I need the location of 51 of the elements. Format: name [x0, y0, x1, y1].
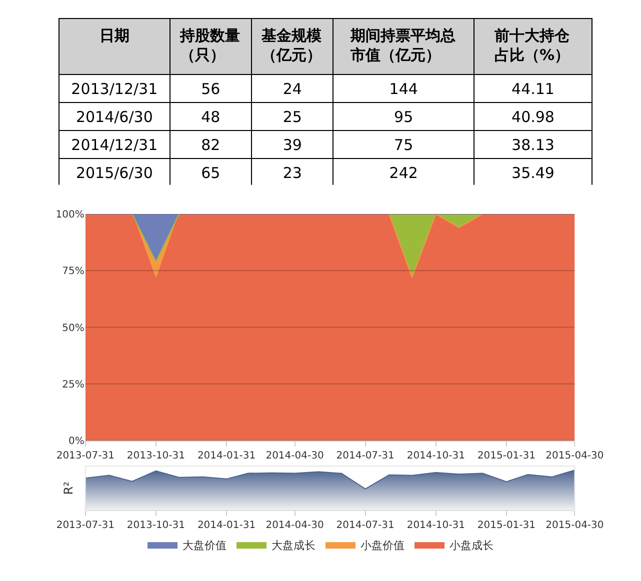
- x-tick-label: 2014-04-30: [266, 450, 324, 462]
- data-label: 56: [201, 80, 220, 98]
- legend-label: 大盘价值: [182, 538, 226, 552]
- x-tick-label: 2013-07-31: [56, 520, 114, 532]
- data-label: 23: [282, 164, 302, 182]
- data-label: 44.11: [512, 80, 554, 98]
- data-label: 25: [282, 108, 302, 126]
- x-tick-label: 2015-01-31: [477, 520, 536, 532]
- x-tick-label: 2015-04-30: [546, 450, 604, 462]
- data-label: 48: [201, 108, 220, 126]
- legend-label: 小盘成长: [450, 538, 494, 552]
- x-tick-label: 持股数量（只）: [179, 26, 240, 64]
- y-tick-label: 2013/12/31: [71, 80, 158, 98]
- data-label: 24: [282, 80, 302, 98]
- data-label: 40.98: [512, 108, 554, 126]
- x-tick-label: 2015-01-31: [477, 450, 536, 462]
- data-label: 39: [282, 136, 302, 154]
- data-label: 65: [201, 164, 220, 182]
- x-tick-label: 2014-07-31: [336, 450, 394, 462]
- x-tick-label: 2013-10-31: [126, 520, 186, 532]
- x-tick-label: 2014-04-30: [266, 520, 324, 532]
- y-tick-label: 0%: [68, 436, 84, 448]
- data-label: 35.49: [512, 164, 554, 182]
- y-axis-title: R²: [62, 481, 76, 495]
- data-label: 242: [389, 164, 418, 182]
- x-tick-label: 2013-10-31: [126, 450, 186, 462]
- y-tick-label: 100%: [56, 209, 84, 220]
- data-label: 38.13: [512, 136, 554, 154]
- x-tick-label: 期间持票平均总市值（亿元）: [350, 26, 456, 64]
- x-tick-label: 前十大持仓占比（%）: [493, 26, 570, 64]
- y-tick-label: 50%: [62, 322, 84, 334]
- data-label: 95: [394, 108, 414, 126]
- legend-label: 小盘价值: [360, 538, 404, 552]
- x-tick-label: 2014-01-31: [197, 520, 256, 532]
- y-tick-label: 2014/6/30: [76, 108, 153, 126]
- x-tick-label: 2013-07-31: [56, 450, 114, 462]
- data-label: 144: [389, 80, 418, 98]
- x-tick-label: 2014-07-31: [336, 520, 394, 532]
- data-label: 82: [201, 136, 220, 154]
- y-tick-label: 2014/12/31: [71, 136, 158, 154]
- y-tick-label: 25%: [62, 379, 84, 390]
- x-tick-label: 2014-10-31: [406, 450, 465, 462]
- y-tick-label: 75%: [62, 266, 84, 278]
- y-tick-label: 2015/6/30: [76, 164, 153, 182]
- y-axis-title: 日期: [99, 26, 130, 45]
- data-label: 75: [394, 136, 414, 154]
- legend-label: 大盘成长: [272, 538, 316, 552]
- x-tick-label: 2014-10-31: [406, 520, 465, 532]
- x-tick-label: 基金规模（亿元）: [260, 26, 322, 64]
- x-tick-label: 2015-04-30: [546, 520, 604, 532]
- x-tick-label: 2014-01-31: [197, 450, 256, 462]
